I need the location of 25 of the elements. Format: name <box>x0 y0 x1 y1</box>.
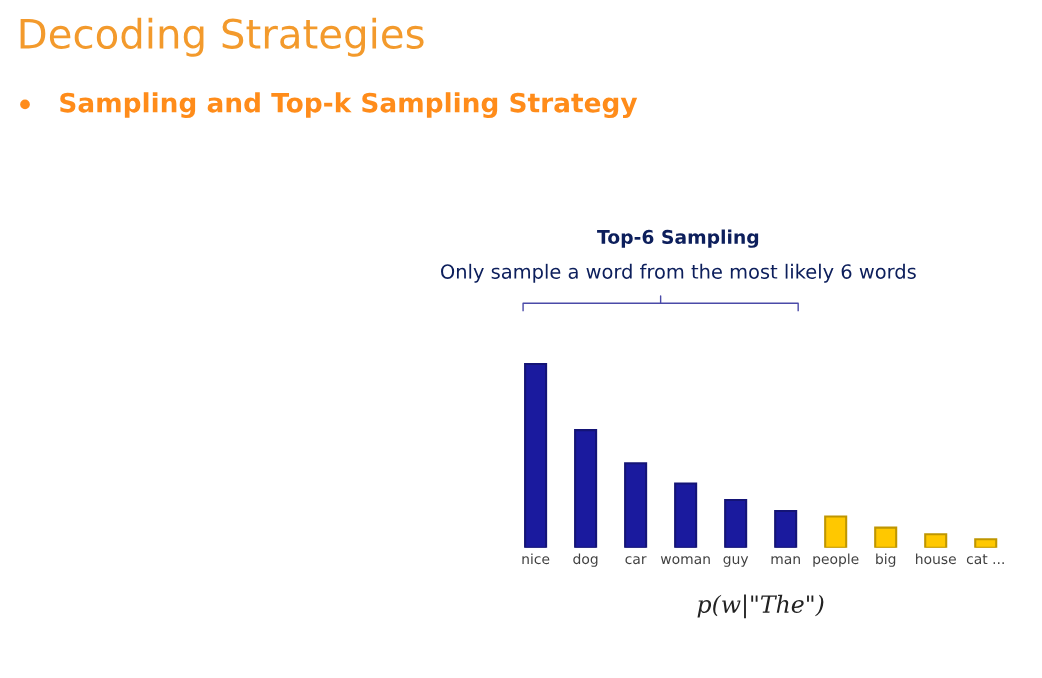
x-axis-title: p(w|"The") <box>697 594 824 619</box>
bar <box>974 538 998 548</box>
x-tick-label: guy <box>723 556 749 567</box>
bar <box>624 462 648 548</box>
bar <box>774 510 798 548</box>
bar <box>574 429 598 548</box>
text: Sampling and Top-k Sampling Strategy <box>60 92 638 118</box>
x-tick-label: big <box>876 553 896 567</box>
x-tick-label: woman <box>660 556 710 565</box>
bar <box>924 533 948 548</box>
bar <box>824 515 848 548</box>
bar <box>674 482 698 548</box>
x-tick-label: car <box>625 556 647 565</box>
chart-title: Top-6 Sampling <box>597 229 759 248</box>
bar <box>874 526 898 548</box>
x-tick-label: people <box>813 553 859 567</box>
x-tick-label: man <box>771 556 800 565</box>
text: Decoding Strategies <box>20 17 424 57</box>
x-tick-label: house <box>916 553 956 565</box>
x-tick-label: cat ... <box>966 554 1004 565</box>
chart-subtitle: Only sample a word from the most likely 6 words <box>441 263 916 283</box>
x-tick-label: dog <box>573 553 598 567</box>
x-tick-label: nice <box>522 553 550 565</box>
bar <box>724 498 748 548</box>
bar <box>524 362 548 548</box>
